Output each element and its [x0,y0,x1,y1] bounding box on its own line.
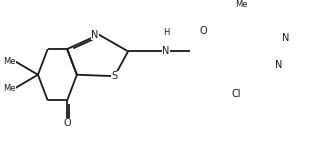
Text: Me: Me [3,57,15,66]
Text: N: N [275,60,282,70]
Text: N: N [162,46,170,56]
Text: O: O [63,118,71,128]
Text: Me: Me [235,0,247,9]
Text: Cl: Cl [232,89,241,99]
Text: N: N [92,30,99,40]
Text: H: H [163,28,169,37]
Text: S: S [111,71,118,81]
Text: N: N [282,33,290,43]
Text: Me: Me [3,83,15,92]
Text: O: O [200,26,207,36]
